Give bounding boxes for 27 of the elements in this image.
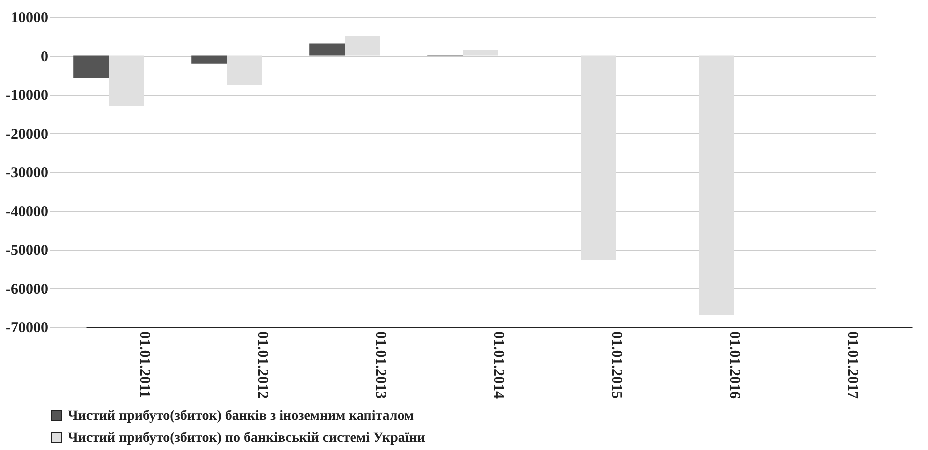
x-tick-label: 01.01.2011 [136,332,152,398]
legend-label: Чистий прибуто(збиток) банків з іноземним капіталом [68,409,415,424]
bar [581,56,616,260]
y-tick-label: -70000 [6,320,48,336]
legend-label: Чистий прибуто(збиток) по банківській системі України [68,431,426,446]
bar [463,50,498,56]
y-tick-label: -40000 [6,204,48,220]
y-tick-label: -10000 [6,88,48,104]
x-tick-label: 01.01.2013 [372,332,388,399]
y-tick-label: -20000 [6,126,48,143]
x-tick-label: 01.01.2015 [608,332,624,399]
bar [192,56,227,64]
bar [74,56,109,78]
bar [699,56,734,316]
y-tick-label: -60000 [6,282,48,298]
y-tick-label: 0 [41,49,48,66]
x-tick-label: 01.01.2016 [726,332,742,400]
y-tick-label: 10000 [11,10,48,26]
x-tick-label: 01.01.2012 [254,332,270,399]
bar [227,56,262,86]
x-tick-label: 01.01.2014 [490,332,506,400]
y-tick-label: -50000 [6,243,48,259]
x-tick-label: 01.01.2017 [844,332,860,400]
y-tick-label: -30000 [6,166,48,182]
bar [345,36,380,56]
bar [310,44,345,56]
bar [109,56,144,106]
